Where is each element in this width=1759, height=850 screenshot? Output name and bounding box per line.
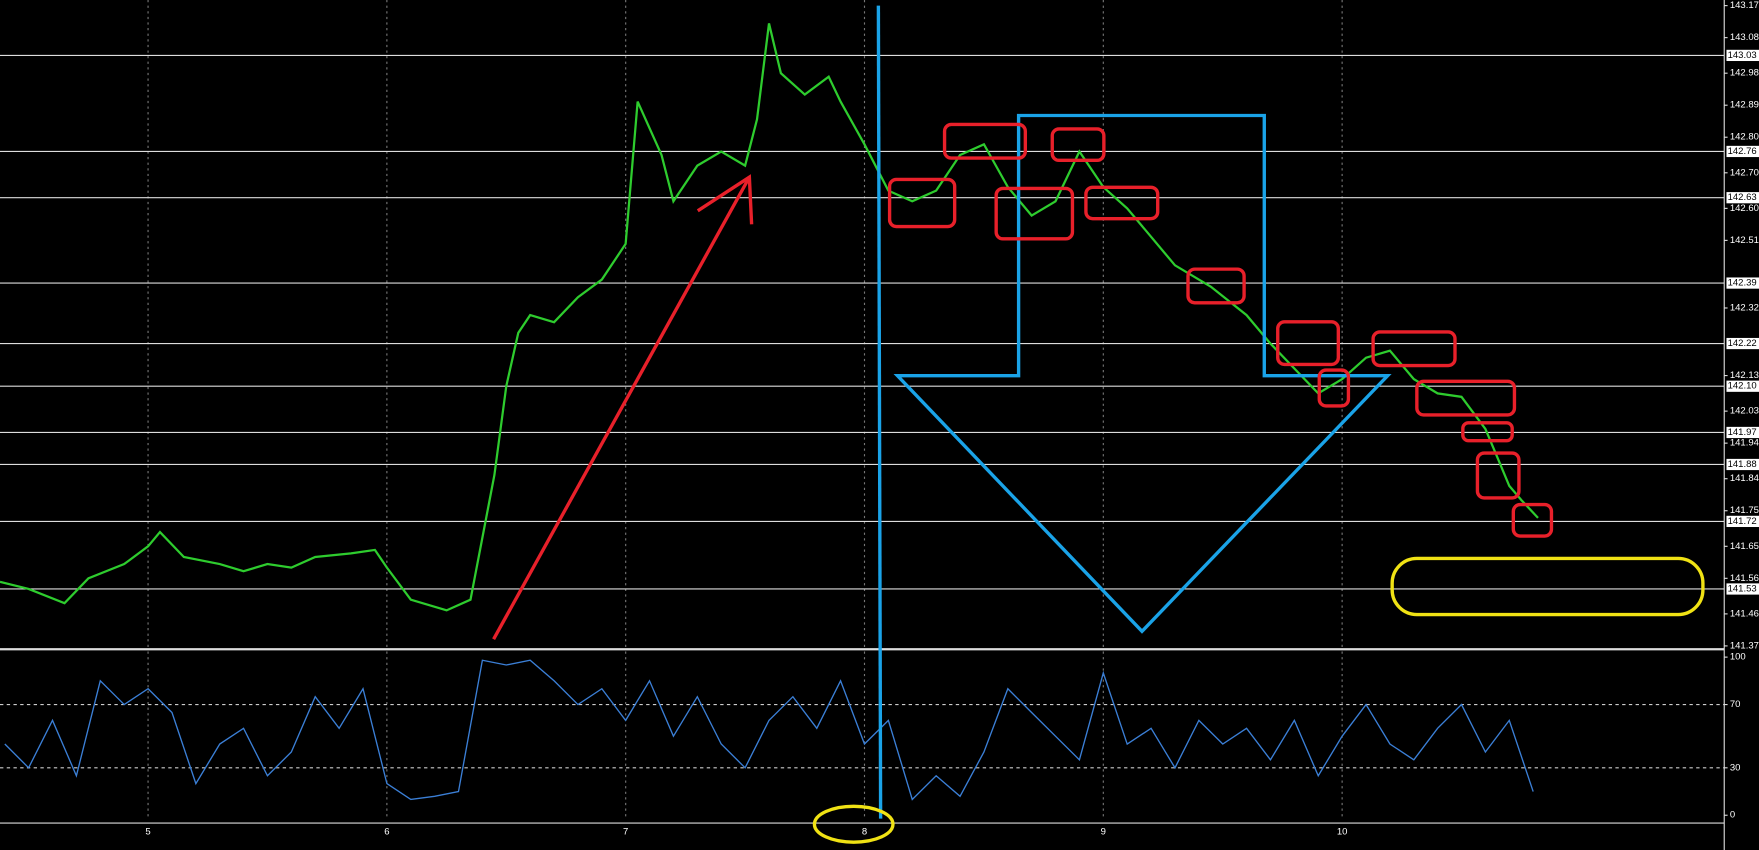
blue-arrow (893, 113, 1392, 634)
level-label-box (1726, 426, 1759, 439)
y-tick-label: 141.75 (1730, 505, 1759, 516)
x-tick-label: 9 (1101, 827, 1106, 838)
x-tick-label: 5 (145, 827, 150, 838)
y-tick-label: 142.80 (1730, 132, 1759, 143)
y-tick-label: 142.32 (1730, 302, 1759, 313)
x-tick-label: 8 (862, 827, 867, 838)
level-label-box (1726, 145, 1759, 158)
level-label-box (1726, 192, 1759, 204)
y-tick-label: 141.65 (1730, 541, 1759, 552)
level-label: 141.72 (1728, 516, 1757, 527)
level-label: 141.88 (1728, 459, 1757, 470)
y-tick-label: 142.89 (1730, 100, 1759, 111)
level-label: 141.97 (1728, 427, 1757, 438)
x-tick-label: 7 (623, 827, 628, 838)
red-boxes (887, 122, 1554, 538)
y-tick-label: 141.56 (1730, 573, 1759, 584)
y-tick-label: 142.98 (1730, 68, 1759, 79)
y-tick-label: 141.37 (1730, 640, 1759, 651)
oscillator-line (4, 659, 1534, 801)
level-label: 142.76 (1728, 146, 1757, 157)
blue-line (876, 5, 883, 819)
level-label: 142.39 (1728, 278, 1757, 289)
level-label: 143.03 (1728, 50, 1757, 61)
level-label: 142.10 (1728, 381, 1757, 392)
y-tick-label: 142.70 (1730, 167, 1759, 178)
y-tick-label: 141.94 (1730, 438, 1759, 449)
y-tick-label: 142.03 (1730, 406, 1759, 417)
y-tick-label: 100 (1730, 652, 1746, 663)
level-label-box (1726, 458, 1759, 471)
y-tick-label: 143.08 (1730, 32, 1759, 43)
price-line (0, 23, 1539, 612)
level-label: 141.53 (1728, 584, 1757, 595)
x-tick-label: 6 (384, 827, 389, 838)
level-label-box (1726, 583, 1759, 595)
y-tick-label: 143.17 (1730, 0, 1759, 11)
x-tick-label: 10 (1337, 827, 1348, 838)
y-tick-label: 30 (1730, 762, 1741, 773)
level-label-box (1726, 515, 1759, 528)
level-label: 142.63 (1728, 192, 1757, 203)
yellow-ellipse (812, 804, 895, 844)
yellow-zone (1390, 556, 1705, 617)
y-tick-label: 70 (1730, 699, 1741, 710)
y-tick-label: 141.46 (1730, 608, 1759, 619)
level-label-box (1726, 337, 1759, 350)
level-label-box (1726, 380, 1759, 392)
y-tick-label: 142.60 (1730, 203, 1759, 214)
annotations (492, 5, 1705, 844)
y-tick-label: 141.84 (1730, 473, 1759, 484)
level-label-box (1726, 49, 1759, 62)
level-label-box (1726, 277, 1759, 289)
y-tick-label: 142.51 (1730, 235, 1759, 246)
y-tick-label: 0 (1730, 810, 1735, 821)
level-label: 142.22 (1728, 338, 1757, 349)
red-arrow-head (696, 174, 754, 225)
y-tick-label: 142.13 (1730, 370, 1759, 381)
red-arrow (492, 176, 751, 640)
